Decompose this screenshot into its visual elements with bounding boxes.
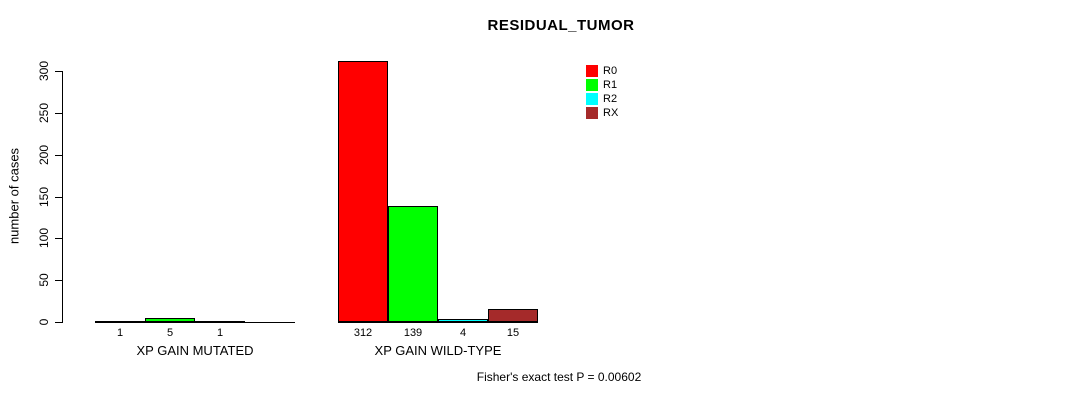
bar-value-label: 5 <box>166 327 174 339</box>
bar-RX-group2 <box>488 309 538 322</box>
y-tick-label: 200 <box>37 144 51 165</box>
bar-value-label: 15 <box>506 327 520 339</box>
bar-value-label: 312 <box>353 327 373 339</box>
bar-value-label: 139 <box>403 327 423 339</box>
legend-item: R0 <box>586 64 618 78</box>
chart-title: RESIDUAL_TUMOR <box>487 17 635 34</box>
bar-value-label: 4 <box>459 327 467 339</box>
y-tick <box>55 71 62 72</box>
legend-swatch-R1 <box>586 79 598 91</box>
legend-label: R2 <box>603 93 618 105</box>
y-tick-label: 100 <box>37 228 51 249</box>
x-group-label: XP GAIN WILD-TYPE <box>374 343 502 358</box>
x-axis-baseline <box>338 322 538 323</box>
legend-label: RX <box>603 107 619 119</box>
y-tick-label: 150 <box>37 186 51 207</box>
legend-label: R1 <box>603 79 618 91</box>
y-tick <box>55 322 62 323</box>
legend-swatch-R2 <box>586 93 598 105</box>
bar-R1-group1 <box>145 318 195 322</box>
legend-swatch-RX <box>586 107 598 119</box>
y-tick-label: 0 <box>37 318 51 326</box>
legend: R0 R1 R2 RX <box>586 64 618 120</box>
y-axis-line <box>62 71 63 323</box>
bar-R2-group1 <box>195 321 245 323</box>
legend-label: R0 <box>603 65 618 77</box>
bar-value-label: 1 <box>216 327 224 339</box>
y-tick-label: 250 <box>37 102 51 123</box>
bar-R1-group2 <box>388 206 438 322</box>
bar-R2-group2 <box>438 319 488 322</box>
legend-item: R1 <box>586 78 618 92</box>
bar-R0-group1 <box>95 321 145 323</box>
y-tick <box>55 196 62 198</box>
fisher-test-annotation: Fisher's exact test P = 0.00602 <box>476 370 642 384</box>
y-axis-label: number of cases <box>6 147 22 245</box>
legend-swatch-R0 <box>586 65 598 77</box>
legend-item: RX <box>586 106 618 120</box>
y-tick-label: 300 <box>37 60 51 82</box>
y-tick <box>55 238 62 240</box>
bar-R0-group2 <box>338 61 388 322</box>
y-tick-label: 50 <box>37 273 51 287</box>
x-group-label: XP GAIN MUTATED <box>136 343 254 358</box>
y-tick <box>55 280 62 282</box>
y-tick <box>55 112 62 114</box>
bar-value-label: 1 <box>116 327 124 339</box>
y-tick <box>55 154 62 156</box>
legend-item: R2 <box>586 92 618 106</box>
